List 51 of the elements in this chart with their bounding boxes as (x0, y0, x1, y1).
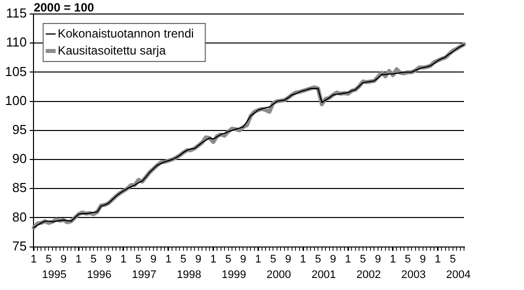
x-tick-label: 1 (300, 253, 306, 266)
x-tick-label: 9 (330, 253, 336, 266)
x-tick-label: 5 (90, 253, 97, 266)
x-tick-label: 1 (390, 253, 396, 266)
x-tick-label: 9 (60, 253, 67, 266)
chart-title: 2000 = 100 (34, 0, 94, 14)
y-tick-label: 90 (12, 151, 27, 166)
y-tick-label: 95 (12, 122, 27, 137)
x-tick-label: 5 (225, 253, 232, 266)
text: 2001 (311, 268, 336, 281)
x-tick-label: 1 (76, 253, 82, 266)
text: 1999 (222, 268, 246, 281)
text: 1995 (42, 268, 67, 281)
x-tick-label: 9 (105, 253, 112, 266)
x-tick-label: 5 (360, 253, 366, 266)
x-tick-label: 9 (420, 253, 426, 266)
y-tick-label: 110 (6, 34, 27, 50)
y-tick-label: 105 (4, 64, 27, 79)
x-tick-label: 5 (315, 253, 322, 266)
x-tick-label: 5 (180, 253, 186, 266)
x-tick-label: 1 (434, 253, 441, 266)
x-tick-label: 5 (450, 253, 456, 266)
x-tick-label: 9 (285, 253, 292, 266)
x-tick-label: 5 (404, 253, 411, 266)
y-tick-label: 85 (12, 180, 27, 196)
legend-label: Kausitasoitettu sarja (58, 43, 166, 58)
y-tick-label: 115 (6, 6, 27, 21)
x-tick-label: 5 (46, 253, 52, 266)
legend-label: Kokonaistuotannon trendi (58, 26, 194, 40)
x-tick-label: 1 (344, 253, 352, 266)
x-tick-label: 9 (240, 253, 246, 266)
text: 2004 (446, 268, 471, 281)
x-tick-label: 1 (30, 253, 37, 266)
text: 2003 (401, 268, 426, 281)
y-tick-label: 100 (4, 92, 27, 108)
text: 2002 (356, 268, 381, 281)
x-tick-label: 9 (150, 253, 156, 266)
y-tick-label: 75 (12, 238, 27, 254)
text: 1996 (86, 268, 112, 281)
text: 2000 (266, 268, 292, 281)
x-tick-label: 9 (374, 253, 381, 266)
x-tick-label: 5 (135, 253, 142, 266)
text: 1997 (132, 268, 156, 281)
x-tick-label: 1 (210, 253, 216, 266)
y-tick-label: 80 (12, 209, 27, 224)
x-tick-label: 1 (255, 253, 262, 266)
x-tick-label: 1 (120, 253, 127, 266)
x-tick-label: 9 (195, 253, 202, 266)
text: 1998 (176, 268, 202, 281)
x-tick-label: 5 (270, 253, 276, 266)
x-tick-label: 1 (165, 253, 172, 266)
